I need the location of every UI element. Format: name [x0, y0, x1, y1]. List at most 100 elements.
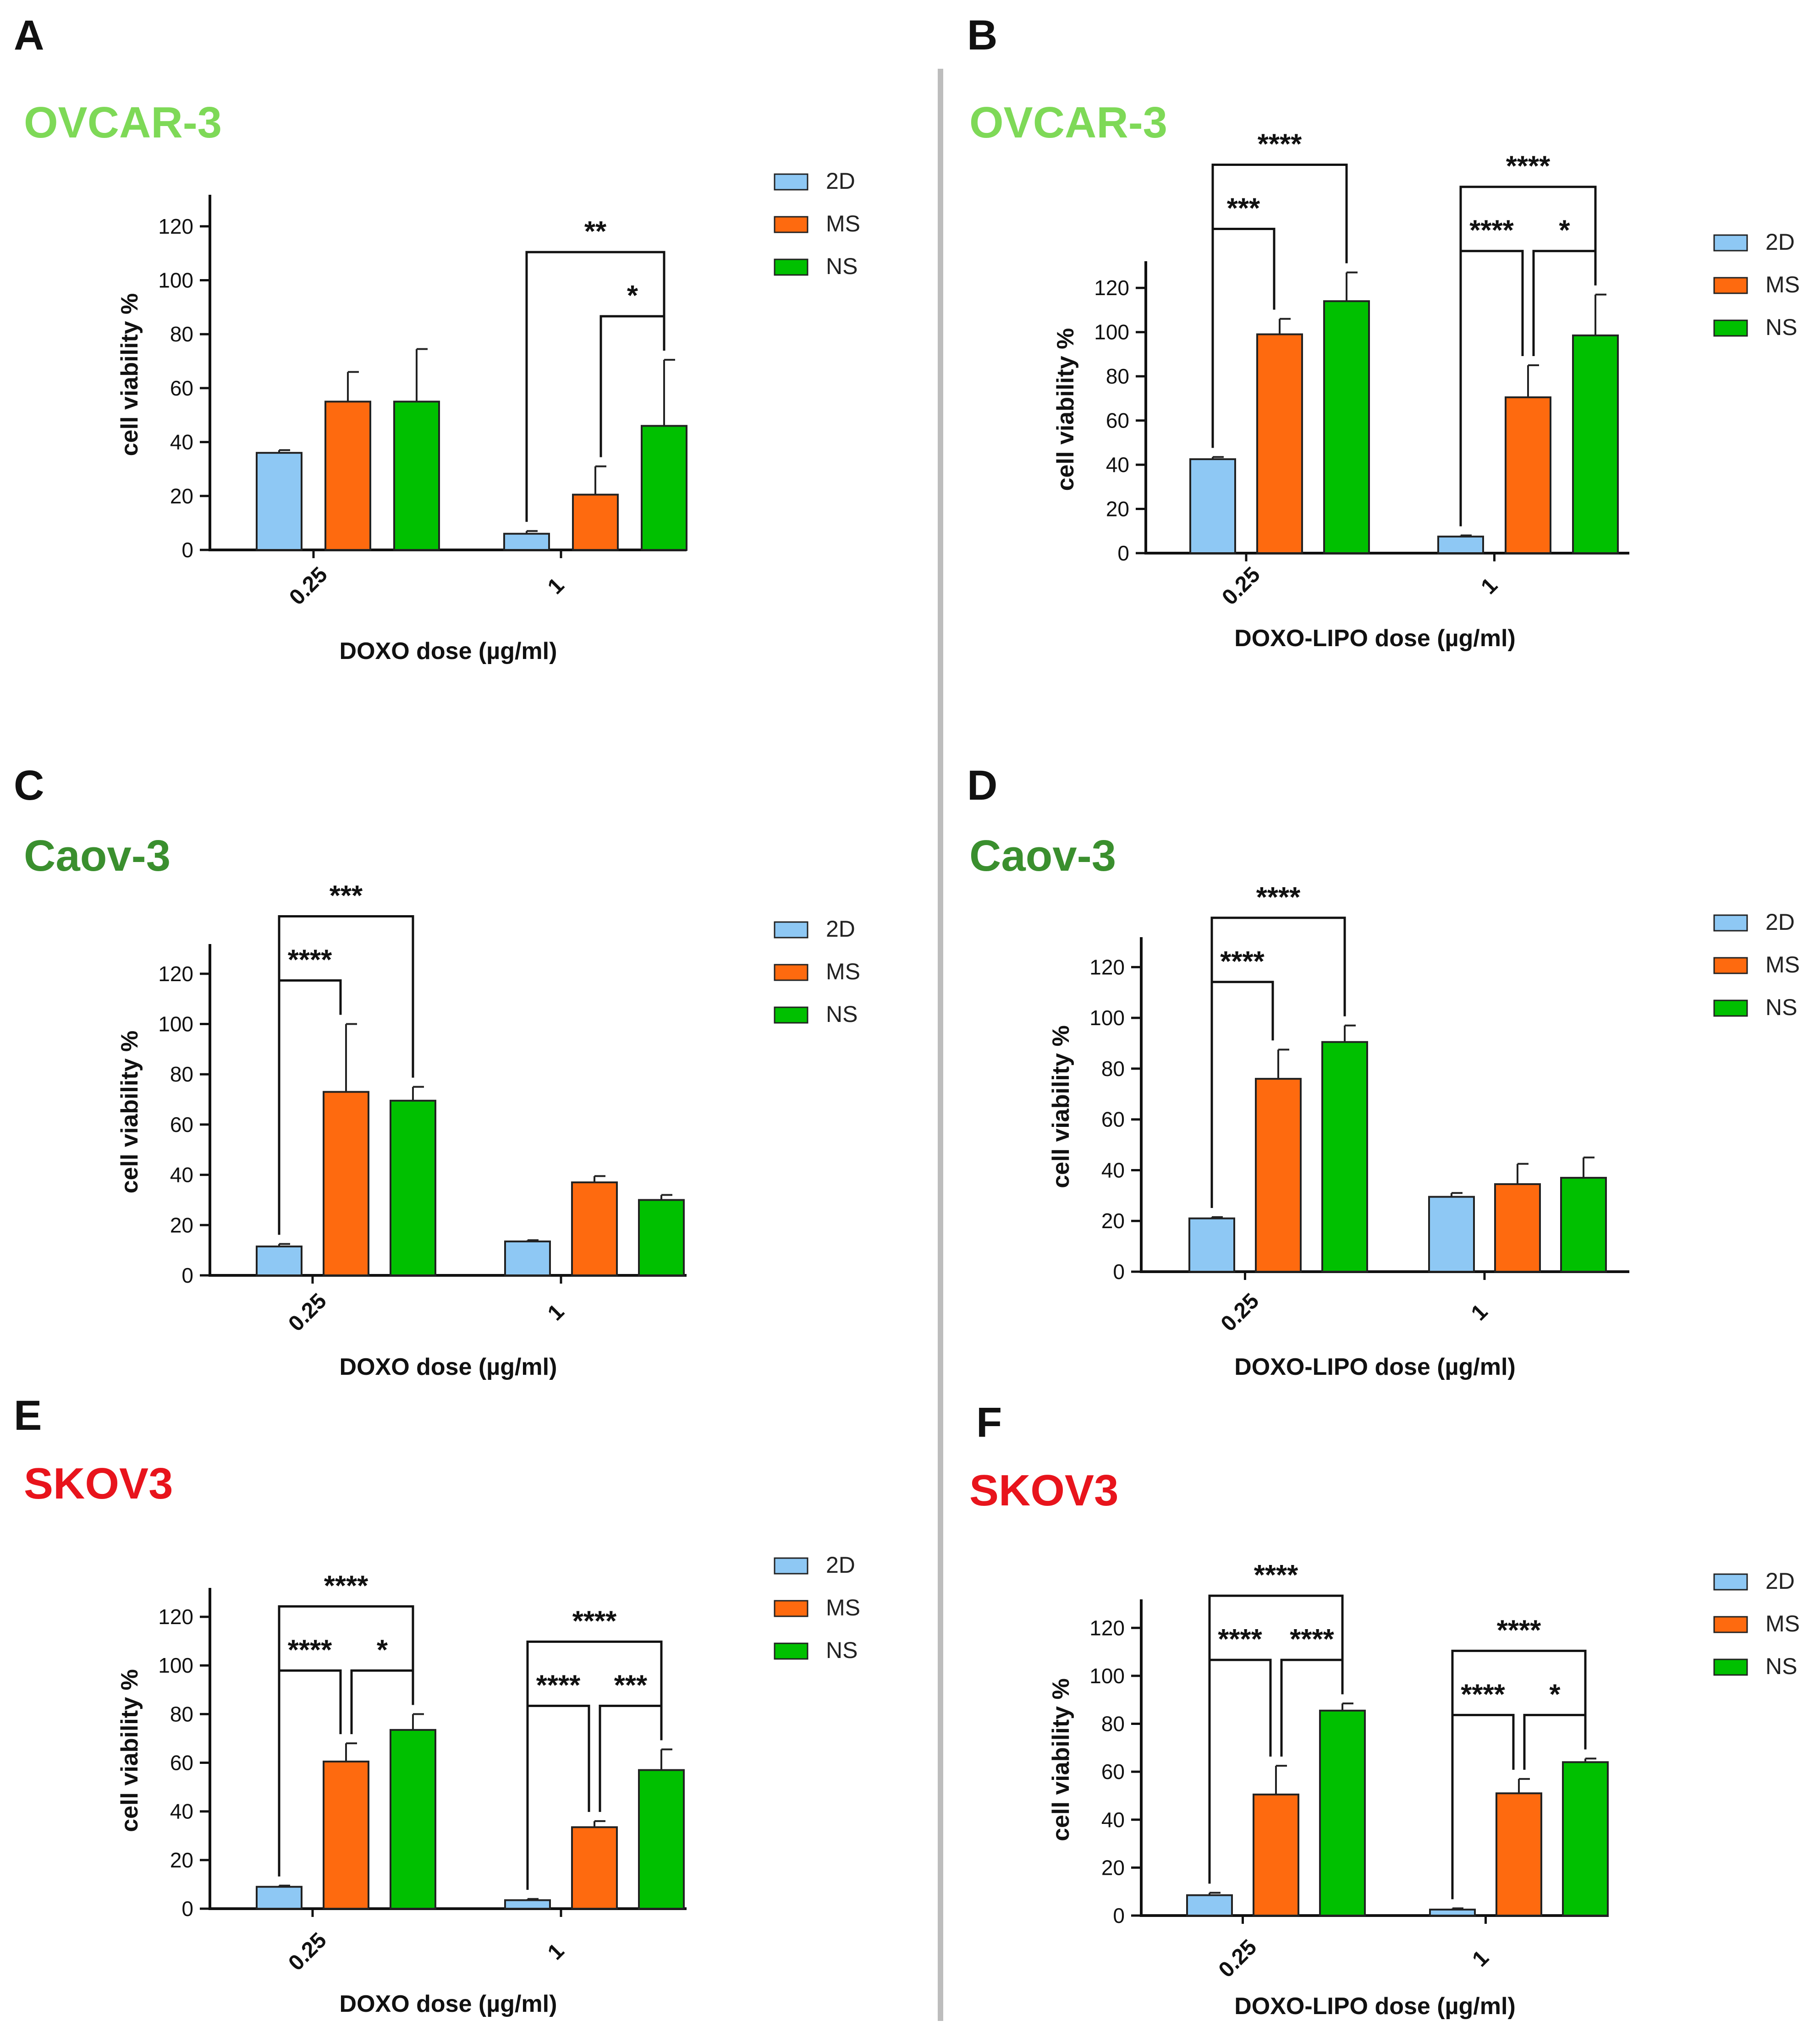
significance-bracket — [1211, 227, 1276, 448]
legend-label: MS — [826, 959, 860, 984]
y-tick-label: 80 — [170, 322, 193, 346]
significance-label: * — [1549, 1679, 1561, 1710]
bar-ns — [641, 425, 687, 551]
significance-bracket — [350, 1669, 414, 1735]
panel-letter: F — [976, 1399, 1002, 1446]
y-tick-label: 20 — [170, 484, 193, 508]
y-tick-label: 20 — [1101, 1209, 1125, 1233]
y-tick-label: 80 — [1101, 1712, 1125, 1736]
y-tick-label: 20 — [170, 1213, 193, 1237]
y-tick-label: 40 — [170, 430, 193, 454]
panel-letter: C — [14, 762, 44, 809]
significance-label: ** — [584, 216, 607, 247]
legend-label: 2D — [1765, 1568, 1795, 1594]
legend-swatch-ns — [774, 1642, 808, 1660]
bar-ns — [1560, 1177, 1607, 1273]
cell-line-title: SKOV3 — [24, 1459, 173, 1508]
significance-label: **** — [1254, 1559, 1298, 1591]
cell-line-title: OVCAR-3 — [24, 98, 222, 147]
legend-swatch-2d — [774, 1557, 808, 1575]
significance-bracket — [1208, 1658, 1272, 1884]
bar-ns — [390, 1729, 436, 1910]
legend-label: MS — [1765, 952, 1800, 977]
y-tick-label: 100 — [1089, 1006, 1125, 1030]
significance-label: **** — [1461, 1679, 1505, 1710]
y-tick-label: 80 — [1101, 1057, 1125, 1081]
y-tick-label: 60 — [170, 376, 193, 400]
y-tick-label: 0 — [1113, 1904, 1125, 1927]
significance-bracket — [599, 315, 665, 457]
significance-label: * — [627, 280, 638, 312]
bar-ns — [1323, 300, 1370, 554]
bar-ms — [572, 494, 619, 551]
bar-ns — [390, 1099, 436, 1277]
legend-swatch-2d — [774, 921, 808, 939]
significance-label: **** — [1258, 128, 1302, 160]
y-tick-label: 0 — [1117, 541, 1129, 565]
y-axis-title: cell viability % — [1048, 1025, 1074, 1188]
y-tick-label: 120 — [158, 214, 193, 238]
y-tick-label: 60 — [1101, 1760, 1125, 1784]
bar-ms — [324, 401, 371, 551]
significance-label: **** — [572, 1605, 617, 1637]
significance-label: *** — [614, 1669, 648, 1701]
significance-label: **** — [1218, 1624, 1262, 1655]
significance-label: * — [1559, 215, 1570, 247]
y-tick-label: 40 — [1106, 453, 1129, 477]
y-tick-label: 80 — [1106, 364, 1129, 388]
significance-label: **** — [1469, 215, 1514, 247]
legend-label: NS — [1765, 314, 1797, 340]
cell-line-title: OVCAR-3 — [969, 98, 1167, 147]
y-tick-label: 0 — [181, 1897, 193, 1921]
bar-2d — [1429, 1908, 1476, 1916]
legend-label: 2D — [826, 1552, 855, 1578]
y-tick-label: 120 — [1089, 1616, 1125, 1640]
legend-swatch-ms — [1713, 957, 1748, 974]
panel-letter: E — [14, 1392, 42, 1439]
legend-label: 2D — [826, 916, 855, 942]
significance-label: **** — [1256, 882, 1301, 913]
significance-bracket — [1532, 250, 1597, 357]
legend-label: MS — [826, 211, 860, 236]
significance-label: **** — [324, 1570, 368, 1602]
legend-label: 2D — [826, 168, 855, 194]
legend-swatch-ns — [774, 1006, 808, 1024]
legend-label: 2D — [1765, 229, 1795, 255]
significance-bracket — [1280, 1658, 1344, 1757]
bar-ms — [1256, 333, 1303, 554]
significance-bracket — [278, 979, 342, 1235]
cell-line-title: Caov-3 — [969, 831, 1116, 880]
y-tick-label: 40 — [1101, 1158, 1125, 1182]
significance-label: **** — [1506, 151, 1551, 182]
bar-2d — [503, 533, 550, 551]
legend-label: NS — [1765, 1653, 1797, 1679]
bar-2d — [504, 1899, 551, 1910]
legend-swatch-2d — [1713, 914, 1748, 932]
legend-swatch-ms — [1713, 1616, 1748, 1633]
bar-ns — [1562, 1761, 1609, 1916]
bar-ms — [1255, 1078, 1302, 1273]
y-axis-title: cell viability % — [116, 1669, 143, 1832]
y-tick-label: 20 — [1101, 1856, 1125, 1879]
legend-swatch-ms — [774, 964, 808, 981]
y-tick-label: 100 — [158, 269, 193, 292]
y-tick-label: 120 — [1089, 955, 1125, 979]
y-tick-label: 60 — [170, 1751, 193, 1775]
bar-2d — [1189, 458, 1236, 554]
significance-bracket — [1210, 981, 1274, 1208]
cell-line-title: Caov-3 — [24, 831, 170, 880]
y-axis-title: cell viability % — [1052, 328, 1079, 491]
legend-swatch-ms — [1713, 277, 1748, 294]
bar-ns — [1572, 334, 1619, 555]
legend-swatch-2d — [1713, 1573, 1748, 1591]
bar-2d — [1428, 1196, 1475, 1273]
bar-2d — [256, 1245, 302, 1277]
bar-2d — [256, 452, 302, 551]
significance-label: **** — [288, 1634, 332, 1666]
y-tick-label: 100 — [1089, 1664, 1125, 1688]
